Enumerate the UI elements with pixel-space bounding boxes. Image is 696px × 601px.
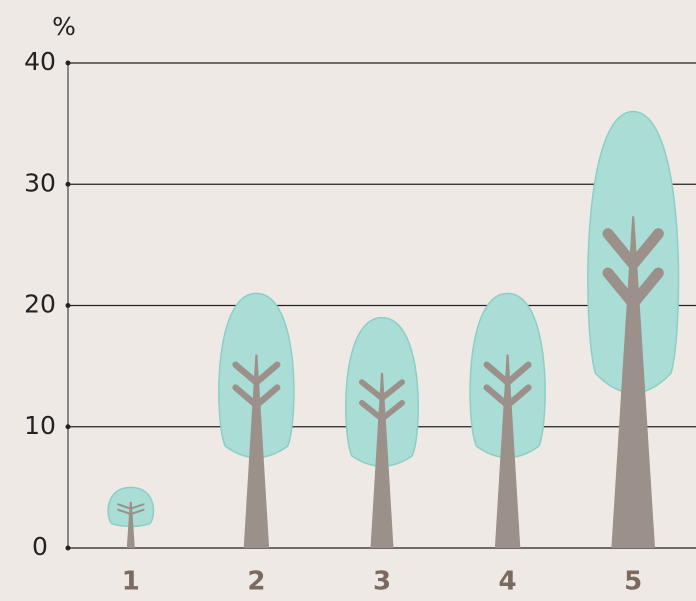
y-tick-label: 40 [24, 47, 56, 76]
tree-branch [232, 384, 281, 410]
tree-branch [602, 228, 664, 273]
tree [107, 486, 155, 548]
tree-trunk [126, 501, 135, 548]
tree-trunk [370, 372, 394, 548]
tree [469, 292, 546, 548]
tree-branch [483, 384, 532, 410]
tree-branch [358, 379, 406, 402]
y-tick-label: 30 [24, 168, 56, 197]
tree-trunk [243, 354, 270, 548]
y-tick-label: 10 [24, 411, 56, 440]
tick-dot [65, 181, 71, 187]
x-tick-label: 2 [247, 567, 265, 597]
x-tick-label: 5 [624, 567, 642, 597]
tree-branch [602, 267, 664, 313]
tree-branch [117, 503, 145, 510]
x-tick-label: 1 [122, 567, 140, 597]
tree [587, 110, 680, 548]
tick-dot [65, 303, 71, 308]
tree-branch [358, 399, 406, 423]
tree [344, 316, 420, 548]
tree-trunk [611, 216, 656, 548]
tree-branch [232, 361, 281, 387]
tick-dot [65, 545, 71, 551]
tree-trunk [494, 354, 521, 548]
tick-dot [65, 60, 71, 66]
y-tick-label: 20 [24, 290, 56, 319]
y-axis-label: % [52, 12, 76, 41]
tree-branch [483, 361, 532, 387]
tick-dot [65, 424, 71, 430]
tree [218, 292, 295, 548]
x-tick-label: 3 [373, 567, 391, 597]
tree-branch [117, 508, 145, 516]
y-tick-label: 0 [32, 532, 48, 561]
x-tick-label: 4 [499, 567, 517, 597]
